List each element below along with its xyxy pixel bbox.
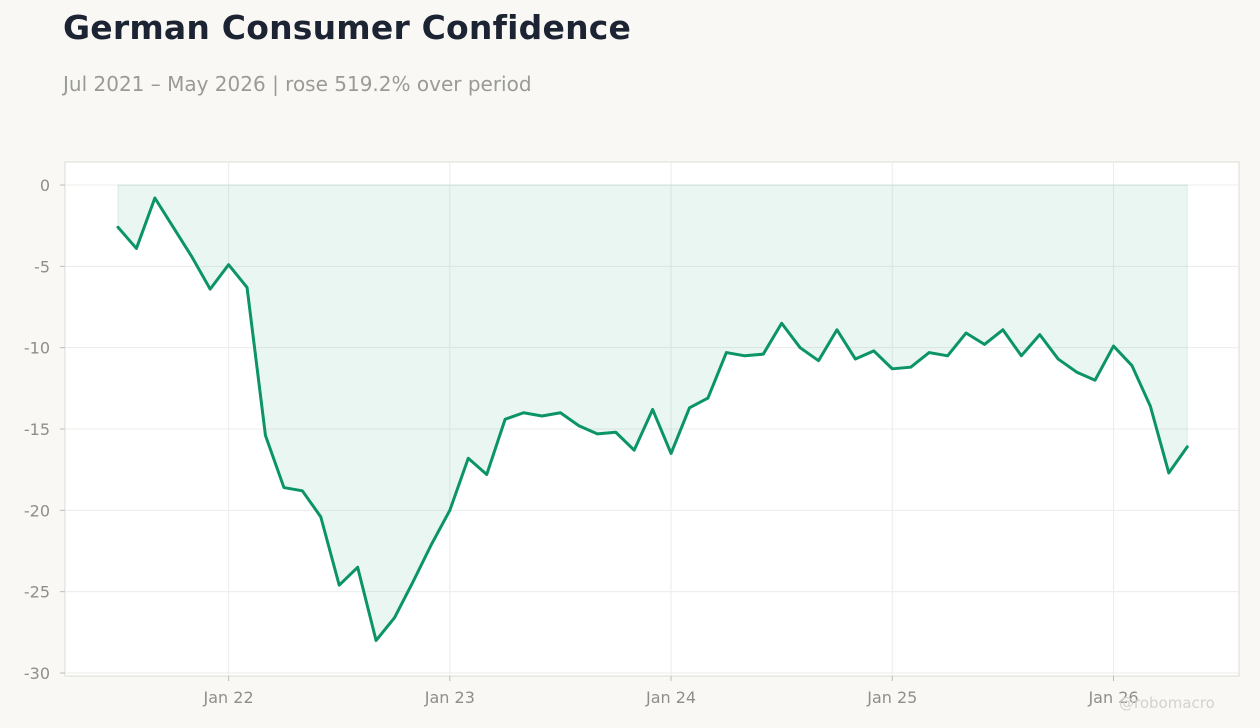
data-point — [651, 408, 654, 411]
data-point — [614, 431, 617, 434]
data-point — [1038, 333, 1041, 336]
chart-subtitle: Jul 2021 – May 2026 | rose 519.2% over p… — [63, 72, 532, 96]
data-point — [1075, 370, 1078, 374]
data-point — [190, 255, 193, 258]
data-point — [282, 486, 286, 489]
data-point — [743, 354, 746, 357]
data-point — [725, 351, 728, 354]
data-point — [208, 287, 212, 291]
data-point — [227, 263, 230, 266]
y-tick-label: -15 — [24, 420, 50, 439]
data-point — [909, 365, 912, 369]
x-tick-label: Jan 23 — [424, 688, 475, 707]
y-tick-label: -25 — [24, 583, 50, 602]
data-point — [319, 515, 322, 519]
data-point — [1001, 328, 1005, 331]
chart-title: German Consumer Confidence — [63, 8, 632, 47]
data-point — [798, 346, 802, 349]
data-point — [1149, 405, 1152, 408]
data-point — [983, 343, 986, 346]
data-point — [780, 322, 783, 325]
data-point — [817, 359, 820, 362]
y-tick-label: 0 — [40, 176, 50, 195]
data-point — [245, 286, 249, 289]
data-point — [301, 489, 304, 493]
data-point — [1056, 357, 1060, 361]
data-point — [559, 411, 562, 414]
y-axis: 0 -5 -10 -15 -20 -25 -30 — [24, 176, 65, 683]
data-point — [485, 473, 488, 476]
data-point — [577, 424, 581, 427]
x-tick-label: Jan 25 — [866, 688, 917, 707]
data-point — [503, 418, 507, 421]
y-tick-label: -10 — [24, 339, 50, 358]
y-tick-label: -20 — [24, 501, 50, 520]
data-point — [1093, 379, 1097, 382]
data-point — [1130, 364, 1134, 367]
data-point — [891, 367, 894, 371]
data-point — [1112, 344, 1115, 348]
data-point — [467, 457, 470, 460]
x-tick-label: Jan 24 — [645, 688, 696, 707]
data-point — [356, 566, 359, 569]
data-point — [172, 226, 175, 229]
data-point — [596, 432, 599, 436]
series-line-group — [116, 196, 1189, 642]
y-tick-label: -5 — [34, 257, 50, 276]
grid-lines — [65, 162, 1239, 676]
y-tick-label: -30 — [24, 664, 50, 683]
data-point — [411, 580, 415, 584]
data-point — [669, 452, 673, 455]
data-point — [338, 583, 341, 587]
data-point — [393, 616, 396, 619]
data-point — [946, 354, 949, 357]
data-point — [706, 396, 710, 400]
data-point — [762, 352, 765, 356]
data-point — [1167, 471, 1171, 475]
data-point — [430, 543, 433, 546]
data-point — [540, 414, 544, 418]
data-point — [854, 357, 857, 361]
data-point — [927, 351, 931, 354]
data-point — [374, 639, 378, 642]
data-point — [448, 509, 452, 512]
plot-background — [64, 161, 1240, 677]
data-point — [1020, 354, 1023, 357]
watermark: @robomacro — [1119, 694, 1215, 712]
data-point — [872, 349, 876, 353]
data-point — [135, 247, 138, 250]
data-point — [264, 434, 267, 437]
x-tick-label: Jan 22 — [203, 688, 254, 707]
data-point — [522, 411, 525, 414]
data-point — [632, 448, 636, 452]
data-point — [1186, 445, 1189, 449]
x-tick-label: Jan 26 — [1087, 688, 1138, 707]
data-point — [835, 328, 839, 331]
data-point — [688, 406, 691, 410]
data-point — [116, 226, 120, 229]
data-point — [964, 331, 968, 335]
data-point — [153, 196, 157, 200]
x-axis: Jan 22 Jan 23 Jan 24 Jan 25 Jan 26 — [203, 676, 1139, 707]
